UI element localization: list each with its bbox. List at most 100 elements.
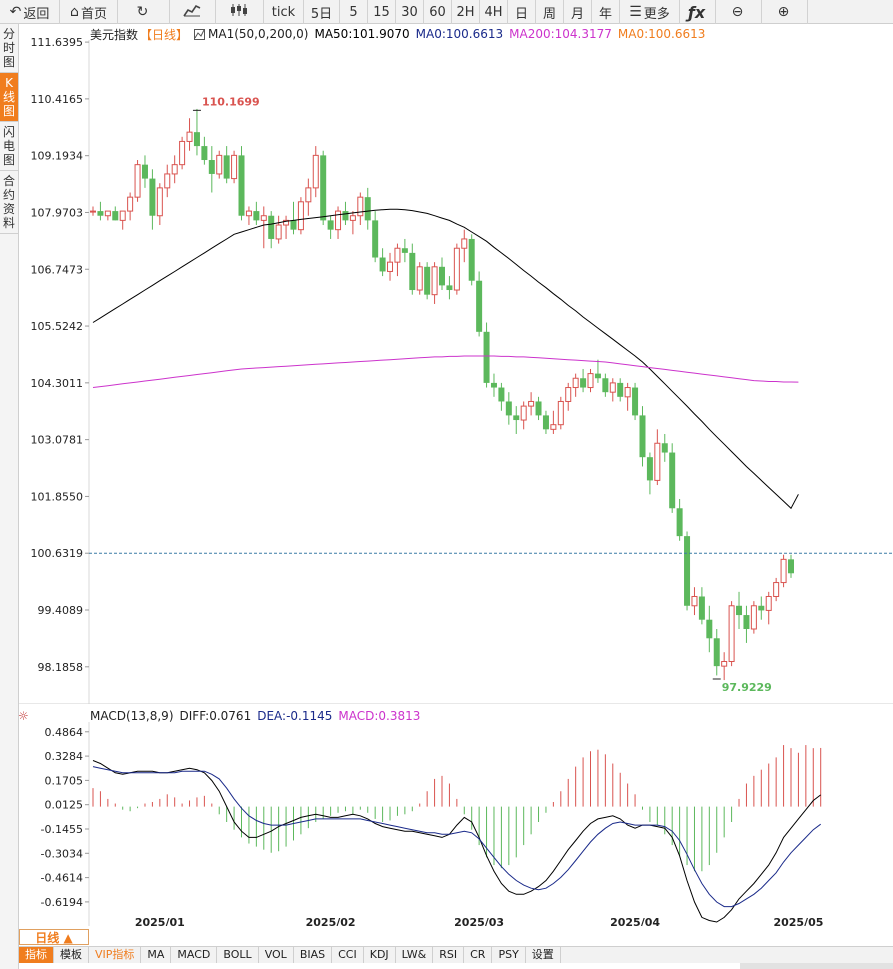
toolbar-button-5日[interactable]: 5日 bbox=[304, 0, 340, 24]
indicator-tab-lw[interactable]: LW& bbox=[396, 947, 434, 963]
indicator-settings-icon[interactable]: ☼ bbox=[18, 709, 29, 723]
candle bbox=[736, 605, 743, 616]
candle bbox=[513, 415, 520, 421]
indicator-tab-[interactable]: 模板 bbox=[54, 947, 89, 963]
candle bbox=[431, 266, 438, 296]
macd-chart[interactable]: 0.4864 0.3284 0.1705 0.0125 -0.1455 -0.3034 -0… bbox=[19, 706, 893, 926]
candle bbox=[743, 615, 750, 629]
dea-line bbox=[92, 766, 821, 908]
candles bbox=[90, 108, 794, 681]
toolbar-button-line-chart[interactable] bbox=[170, 0, 216, 24]
ma50-value: MA50:101.9070 bbox=[314, 27, 410, 41]
candle bbox=[283, 219, 290, 226]
chart-header: 美元指数 【日线】 MA1(50,0,200,0) MA50:101.9070 … bbox=[90, 27, 705, 42]
price-chart[interactable]: 111.6395 110.4165 109.1934 107.9703 106.7473… bbox=[19, 24, 893, 704]
toolbar-button-日[interactable]: 日 bbox=[508, 0, 536, 24]
indicator-tab-rsi[interactable]: RSI bbox=[433, 947, 465, 963]
candle bbox=[691, 595, 698, 607]
candle bbox=[758, 605, 765, 611]
toolbar-button-2H[interactable]: 2H bbox=[452, 0, 480, 24]
toolbar-button-5[interactable]: 5 bbox=[340, 0, 368, 24]
candle bbox=[327, 220, 334, 230]
side-tab-1[interactable]: K线图 bbox=[0, 73, 18, 122]
candle bbox=[609, 382, 616, 393]
candle bbox=[461, 238, 468, 249]
y-tick-label: 110.4165 bbox=[31, 93, 84, 106]
toolbar-button-30[interactable]: 30 bbox=[396, 0, 424, 24]
indicator-tab-vip[interactable]: VIP指标 bbox=[89, 947, 142, 963]
indicator-tab-vol[interactable]: VOL bbox=[259, 947, 294, 963]
candle bbox=[483, 331, 490, 383]
macd-y-tick-label: 0.4864 bbox=[45, 726, 84, 739]
macd-y-axis: 0.4864 0.3284 0.1705 0.0125 -0.1455 -0.3034 -0… bbox=[41, 726, 89, 909]
indicator-tab-[interactable]: 指标 bbox=[19, 947, 54, 963]
side-tab-3[interactable]: 合约资料 bbox=[0, 171, 18, 234]
toolbar-label: 60 bbox=[429, 4, 446, 20]
period-button-label: 日线 bbox=[35, 931, 60, 945]
low-annotation: 97.9229 bbox=[722, 681, 772, 694]
y-tick-label: 104.3011 bbox=[31, 377, 84, 390]
toolbar-button-formula[interactable]: ƒx bbox=[680, 0, 716, 24]
ma200-line bbox=[92, 355, 799, 388]
toolbar-label: 2H bbox=[456, 4, 475, 20]
period-button[interactable]: 日线 ▲ bbox=[19, 929, 89, 945]
indicator-tab-ma[interactable]: MA bbox=[141, 947, 172, 963]
macd-histogram bbox=[92, 745, 822, 872]
toolbar-button-candlestick[interactable] bbox=[216, 0, 264, 24]
candle bbox=[349, 215, 356, 221]
y-tick-label: 99.4089 bbox=[38, 604, 84, 617]
toolbar-button-周[interactable]: 周 bbox=[536, 0, 564, 24]
candle bbox=[268, 215, 275, 239]
indicator-tab-bias[interactable]: BIAS bbox=[294, 947, 333, 963]
candle bbox=[97, 211, 104, 216]
period-label[interactable]: 【日线】 bbox=[140, 27, 189, 42]
indicator-tab-cr[interactable]: CR bbox=[464, 947, 493, 963]
toolbar-label: 月 bbox=[570, 6, 584, 22]
side-tab-0[interactable]: 分时图 bbox=[0, 24, 18, 73]
candle bbox=[201, 146, 208, 161]
indicator-tab-kdj[interactable]: KDJ bbox=[364, 947, 396, 963]
candle bbox=[409, 252, 416, 291]
y-tick-label: 98.1858 bbox=[38, 661, 84, 674]
candle bbox=[401, 248, 408, 253]
x-tick-label: 2025/03 bbox=[454, 916, 504, 926]
indicator-tab-psy[interactable]: PSY bbox=[492, 947, 526, 963]
side-tab-2[interactable]: 闪电图 bbox=[0, 122, 18, 171]
candle bbox=[446, 285, 453, 291]
candle bbox=[713, 638, 720, 667]
toolbar-button-zoom-out[interactable]: ⊖ bbox=[716, 0, 762, 24]
y-tick-label: 103.0781 bbox=[31, 434, 84, 447]
candle bbox=[439, 266, 445, 286]
toolbar-button-4H[interactable]: 4H bbox=[480, 0, 508, 24]
toolbar-button-15[interactable]: 15 bbox=[368, 0, 396, 24]
toolbar-button-tick[interactable]: tick bbox=[264, 0, 304, 24]
macd-y-tick-label: 0.0125 bbox=[45, 799, 84, 812]
candle bbox=[661, 443, 668, 453]
toolbar-button-更多[interactable]: ☰ 更多 bbox=[620, 0, 680, 24]
candle bbox=[127, 196, 134, 212]
horizontal-scrollbar[interactable] bbox=[740, 963, 893, 969]
candle bbox=[788, 559, 794, 574]
toolbar-label: 30 bbox=[401, 4, 418, 20]
indicator-tab-boll[interactable]: BOLL bbox=[217, 947, 259, 963]
toolbar-button-zoom-in[interactable]: ⊕ bbox=[762, 0, 808, 24]
candle bbox=[424, 266, 431, 295]
indicator-tab-[interactable]: 设置 bbox=[526, 947, 561, 963]
formula-icon: ƒx bbox=[687, 2, 706, 22]
toolbar-button-月[interactable]: 月 bbox=[564, 0, 592, 24]
candle bbox=[253, 211, 260, 221]
ma-settings-icon[interactable] bbox=[194, 28, 206, 40]
indicator-tab-cci[interactable]: CCI bbox=[332, 947, 364, 963]
candle bbox=[112, 211, 119, 221]
indicator-tabs: 指标 模板 VIP指标 MA MACD BOLL VOL BIAS CCI KDJ LW& RSI CR… bbox=[19, 946, 893, 963]
toolbar-button-首页[interactable]: ⌂ 首页 bbox=[60, 0, 118, 24]
toolbar-button-60[interactable]: 60 bbox=[424, 0, 452, 24]
candle bbox=[520, 405, 527, 421]
x-tick-label: 2025/01 bbox=[135, 916, 185, 926]
toolbar-button-年[interactable]: 年 bbox=[592, 0, 620, 24]
toolbar-button-返回[interactable]: ↶ 返回 bbox=[0, 0, 60, 24]
diff-line bbox=[92, 760, 822, 923]
indicator-tab-macd[interactable]: MACD bbox=[171, 947, 218, 963]
candle bbox=[624, 387, 631, 398]
toolbar-button-refresh[interactable]: ↻ bbox=[118, 0, 170, 24]
